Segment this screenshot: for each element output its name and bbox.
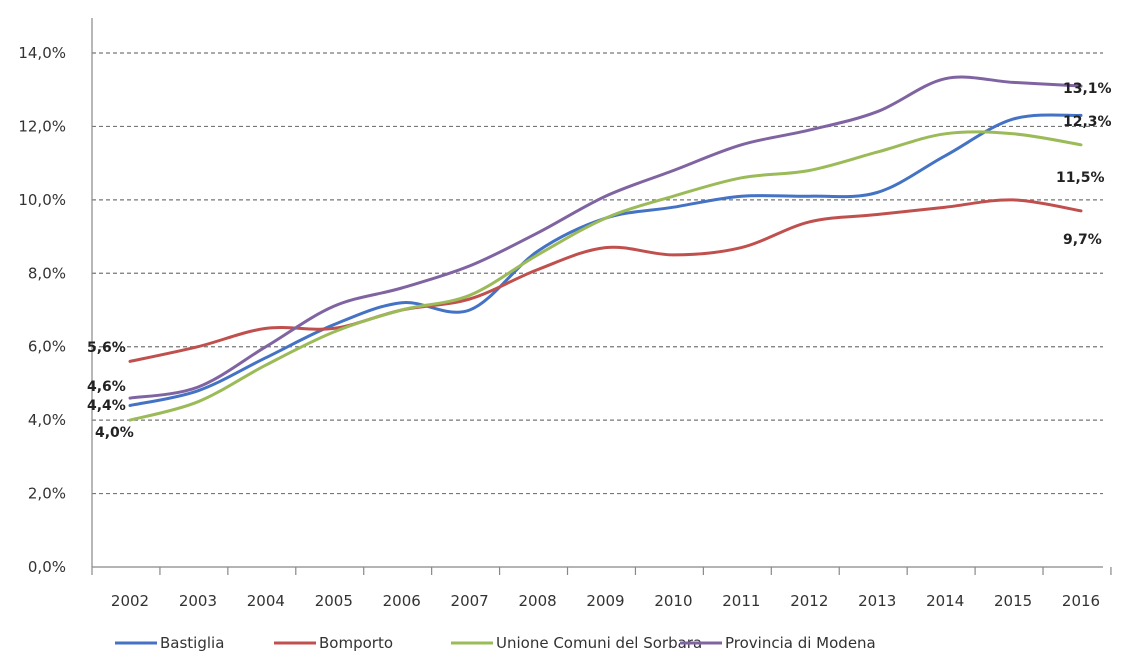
y-tick-label: 0,0%: [28, 558, 66, 576]
x-tick-label: 2002: [111, 592, 149, 610]
series-line-provincia-di-modena: [128, 75, 1083, 400]
legend-label: Bastiglia: [160, 634, 224, 652]
data-label: 4,6%: [87, 379, 126, 395]
data-label: 4,4%: [87, 398, 126, 414]
x-tick-label: 2014: [926, 592, 964, 610]
data-label: 13,1%: [1063, 81, 1112, 97]
data-label: 4,0%: [95, 425, 134, 441]
x-tick-label: 2006: [383, 592, 421, 610]
grid-lines: [92, 52, 1103, 495]
x-tick-label: 2004: [247, 592, 285, 610]
x-tick-label: 2009: [586, 592, 624, 610]
x-tick-label: 2007: [451, 592, 489, 610]
x-tick-label: 2008: [518, 592, 556, 610]
y-tick-label: 10,0%: [18, 191, 66, 209]
axes: 0,0% 2,0% 4,0% 6,0% 8,0% 10,0% 12,0% 14,0% 2002 2…: [18, 18, 1112, 610]
x-tick-label: 2011: [722, 592, 760, 610]
x-tick-label: 2016: [1062, 592, 1100, 610]
y-tick-label: 12,0%: [18, 117, 66, 135]
series-line-bomporto: [128, 198, 1083, 363]
legend-label: Bomporto: [319, 634, 393, 652]
data-label: 9,7%: [1063, 232, 1102, 248]
y-tick-label: 6,0%: [28, 338, 66, 356]
data-label: 5,6%: [87, 340, 126, 356]
y-tick-label: 4,0%: [28, 411, 66, 429]
y-tick-label: 2,0%: [28, 485, 66, 503]
x-tick-label: 2012: [790, 592, 828, 610]
y-tick-label: 8,0%: [28, 264, 66, 282]
data-label: 11,5%: [1056, 170, 1105, 186]
y-tick-label: 14,0%: [18, 44, 66, 62]
x-tick-label: 2015: [994, 592, 1032, 610]
series-lines: [128, 75, 1083, 422]
legend-label: Provincia di Modena: [725, 634, 876, 652]
legend-label: Unione Comuni del Sorbara: [496, 634, 702, 652]
x-tick-label: 2003: [179, 592, 217, 610]
data-labels: 4,4% 12,3% 5,6% 9,7% 4,0% 11,5% 4,6% 13,1%: [87, 81, 1112, 441]
x-tick-label: 2005: [315, 592, 353, 610]
x-tick-label: 2013: [858, 592, 896, 610]
data-label: 12,3%: [1063, 114, 1112, 130]
series-line-unione-comuni-del-sorbara: [128, 130, 1083, 422]
legend: Bastiglia Bomporto Unione Comuni del Sorba…: [115, 634, 876, 652]
x-tick-label: 2010: [654, 592, 692, 610]
